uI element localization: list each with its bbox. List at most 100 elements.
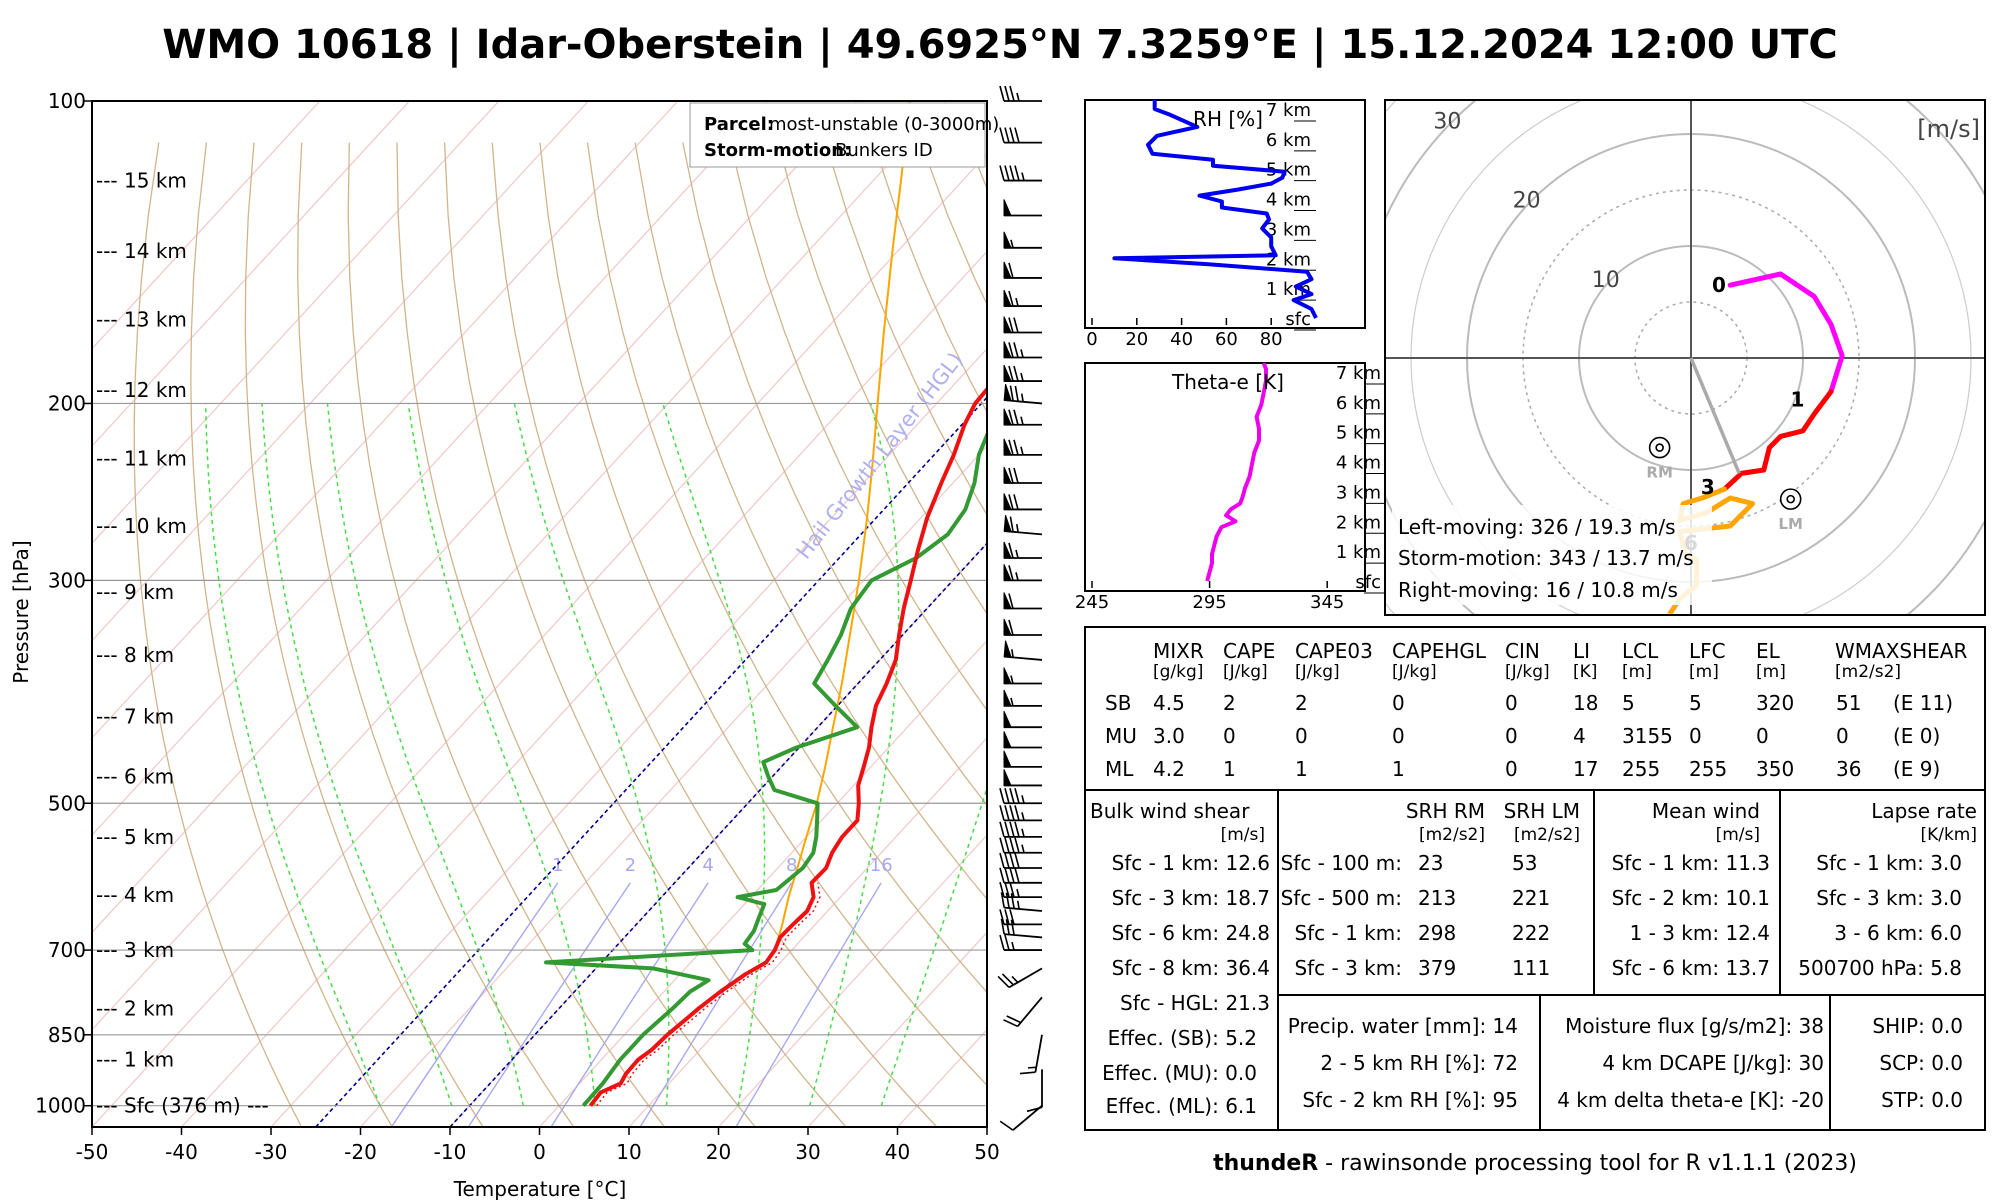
wind-barb-flag xyxy=(1003,408,1012,426)
wind-barb-full xyxy=(1014,867,1020,884)
isotherm-line xyxy=(92,101,410,447)
theta-e-frame xyxy=(1084,362,1366,592)
wind-barb-full xyxy=(1019,1071,1036,1075)
height-label: 5 km xyxy=(1266,160,1311,181)
x-tick-label: 80 xyxy=(1260,329,1283,350)
wind-barb xyxy=(1019,1034,1043,1075)
x-tick-label: 50 xyxy=(974,1140,999,1164)
srh-row-label: Sfc - 100 m: xyxy=(1281,851,1402,875)
params-cell: 36 xyxy=(1836,757,1861,781)
params-extra: (E 11) xyxy=(1893,691,1953,715)
params-table: MIXR[g/kg]CAPE[J/kg]CAPE03[J/kg]CAPEHGL[… xyxy=(1105,639,1967,781)
params-cell: 5 xyxy=(1622,691,1635,715)
isotherm-line xyxy=(539,639,987,1127)
wind-barb-full xyxy=(1004,852,1010,869)
height-label: 4 km xyxy=(1336,453,1381,474)
temperature-trace xyxy=(588,386,987,1107)
wind-barb-staff xyxy=(1034,1034,1043,1073)
wind-barb-full xyxy=(1026,1106,1043,1113)
wind-barb-full xyxy=(1009,85,1015,102)
params-header: CAPE xyxy=(1223,639,1275,663)
wind-barb-half xyxy=(1027,1066,1037,1069)
params-cell: 51 xyxy=(1836,691,1861,715)
wind-barb-full xyxy=(1009,165,1015,181)
wind-barb-full xyxy=(1008,619,1014,636)
bulk-wind-shear-block: Bulk wind shear [m/s] Sfc - 1 km: 12.6 S… xyxy=(1090,799,1270,1118)
hodograph-height-marker: 3 xyxy=(1701,475,1715,499)
srh-rm-title: SRH RM xyxy=(1406,799,1485,823)
footer-credit: thundeR - rawinsonde processing tool for… xyxy=(1213,1151,1857,1176)
wind-barb-full xyxy=(1008,365,1014,382)
legend-storm-label: Storm-motion: xyxy=(704,140,851,161)
wind-barb-full xyxy=(1013,439,1019,456)
srh-lm-value: 53 xyxy=(1512,851,1537,875)
wind-barb-full xyxy=(999,127,1005,143)
skewt-legend: Parcel: most-unstable (0-3000m) Storm-mo… xyxy=(689,102,999,168)
params-cell: 1 xyxy=(1223,757,1236,781)
skewt-ylabel: Pressure [hPa] xyxy=(9,540,33,683)
x-tick-label: 30 xyxy=(795,1140,820,1164)
dewpoint-trace xyxy=(544,430,987,1108)
footer-bold: thundeR xyxy=(1213,1151,1318,1176)
storm-vector-inner xyxy=(1655,443,1664,452)
height-label: --- 14 km xyxy=(96,239,187,263)
wind-barb-half xyxy=(1015,572,1019,581)
mean-wind-block: Mean wind [m/s] Sfc - 1 km: 11.3 Sfc - 2… xyxy=(1612,799,1770,980)
wind-barb-half xyxy=(1020,349,1024,358)
wind-barb xyxy=(1003,384,1043,405)
wind-barb-flag xyxy=(1003,731,1012,748)
params-cell: 0 xyxy=(1505,691,1518,715)
wind-barb-full xyxy=(1014,127,1020,143)
height-label: 4 km xyxy=(1266,190,1311,211)
wind-barb-full xyxy=(1006,1015,1022,1024)
wind-barb xyxy=(1003,640,1043,661)
height-label: 6 km xyxy=(1336,393,1381,414)
theta-e-trace xyxy=(1205,363,1268,582)
height-label: --- 2 km xyxy=(96,996,174,1020)
dry-adiabat-line xyxy=(133,142,303,1127)
height-label: --- Sfc (376 m) --- xyxy=(96,1094,269,1118)
moist-adiabat-line xyxy=(326,403,525,1106)
wind-barb-staff xyxy=(1016,996,1043,1027)
srh-block: SRH RM SRH LM [m2/s2] [m2/s2] Sfc - 100 … xyxy=(1281,799,1580,980)
wind-barb-full xyxy=(1008,290,1014,307)
wind-barb-full xyxy=(999,909,1005,925)
wind-barb-flag xyxy=(1003,231,1012,249)
storm-vector-inner xyxy=(1786,494,1795,504)
dry-adiabat-line xyxy=(443,142,847,1127)
wind-barb-full xyxy=(1008,439,1014,456)
wind-barb xyxy=(1003,514,1043,536)
dry-adiabat-line xyxy=(729,142,987,712)
params-row-label: SB xyxy=(1105,691,1131,715)
dry-adiabat-line xyxy=(347,142,666,1127)
hgl-boundary-line xyxy=(315,396,987,1127)
wind-barb-full xyxy=(1004,805,1010,821)
x-tick-label: 20 xyxy=(706,1140,731,1164)
wind-barb-full xyxy=(1004,837,1010,853)
wind-barb-full xyxy=(1008,467,1014,484)
mixing-ratio-label: 4 xyxy=(702,855,713,876)
mean-wind-row: Sfc - 1 km: 11.3 xyxy=(1612,851,1770,875)
wind-barb xyxy=(1003,541,1042,559)
isotherm-line xyxy=(92,101,589,642)
wind-barb-full xyxy=(1009,881,1015,898)
mean-wind-row: Sfc - 6 km: 13.7 xyxy=(1612,956,1770,980)
mixing-ratio-line xyxy=(639,882,793,1127)
srh-row-label: Sfc - 1 km: xyxy=(1294,921,1402,945)
wind-barb-flag xyxy=(1003,667,1012,685)
wind-barb xyxy=(1003,341,1042,359)
params-header: LI xyxy=(1573,639,1590,663)
x-tick-label: -10 xyxy=(434,1140,467,1164)
srh-lm-value: 111 xyxy=(1512,956,1550,980)
mixing-ratio-line xyxy=(735,882,882,1127)
rh-title: RH [%] xyxy=(1193,107,1263,131)
mean-wind-unit: [m/s] xyxy=(1716,825,1760,845)
wind-barb-half xyxy=(1015,297,1019,307)
wind-barb-full xyxy=(1004,867,1010,884)
wind-barb-flag xyxy=(1003,316,1012,334)
params-header-unit: [m] xyxy=(1756,662,1786,682)
wind-barb-full xyxy=(1008,409,1014,425)
shear-row: Effec. (MU): 0.0 xyxy=(1102,1061,1257,1085)
y-tick-label: 500 xyxy=(48,791,86,815)
wind-barb-half xyxy=(1021,828,1025,838)
